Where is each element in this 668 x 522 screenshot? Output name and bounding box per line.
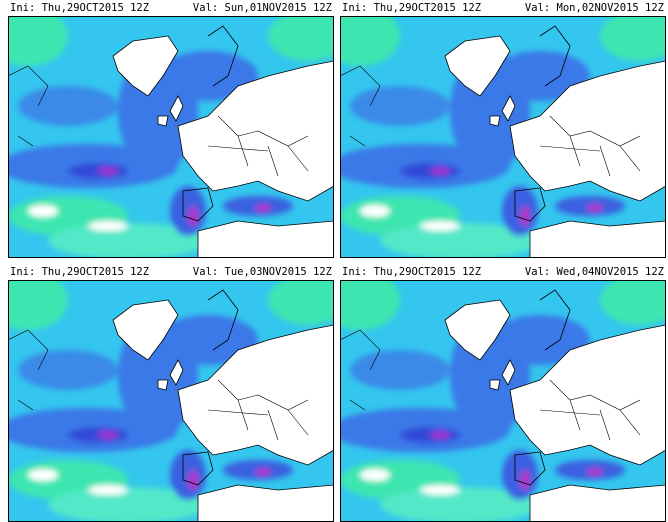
map-panel: Ini: Thu,29OCT2015 12Z Val: Mon,02NOV2015… bbox=[340, 0, 666, 260]
map-field bbox=[8, 16, 334, 258]
map-panel: Ini: Thu,29OCT2015 12Z Val: Tue,03NOV2015… bbox=[8, 264, 334, 522]
panel-header: Ini: Thu,29OCT2015 12Z Val: Wed,04NOV2015… bbox=[340, 264, 666, 280]
ini-label: Ini: Thu,29OCT2015 12Z bbox=[342, 2, 482, 14]
panel-header: Ini: Thu,29OCT2015 12Z Val: Tue,03NOV2015… bbox=[8, 264, 334, 280]
map-field bbox=[340, 280, 666, 522]
panel-header: Ini: Thu,29OCT2015 12Z Val: Mon,02NOV2015… bbox=[340, 0, 666, 16]
map-panel: Ini: Thu,29OCT2015 12Z Val: Wed,04NOV2015… bbox=[340, 264, 666, 522]
ini-label: Ini: Thu,29OCT2015 12Z bbox=[10, 266, 150, 278]
panel-header: Ini: Thu,29OCT2015 12Z Val: Sun,01NOV2015… bbox=[8, 0, 334, 16]
map-frame bbox=[340, 16, 666, 258]
val-label: Val: Tue,03NOV2015 12Z bbox=[192, 266, 332, 278]
precip-map bbox=[8, 280, 334, 522]
map-frame bbox=[8, 16, 334, 258]
val-label: Val: Sun,01NOV2015 12Z bbox=[192, 2, 332, 14]
precip-map bbox=[8, 16, 334, 258]
val-label: Val: Mon,02NOV2015 12Z bbox=[524, 2, 664, 14]
map-panel: Ini: Thu,29OCT2015 12Z Val: Sun,01NOV2015… bbox=[8, 0, 334, 260]
ini-label: Ini: Thu,29OCT2015 12Z bbox=[342, 266, 482, 278]
precip-map bbox=[340, 280, 666, 522]
val-label: Val: Wed,04NOV2015 12Z bbox=[524, 266, 664, 278]
map-field bbox=[340, 16, 666, 258]
map-field bbox=[8, 280, 334, 522]
precip-map bbox=[340, 16, 666, 258]
ini-label: Ini: Thu,29OCT2015 12Z bbox=[10, 2, 150, 14]
